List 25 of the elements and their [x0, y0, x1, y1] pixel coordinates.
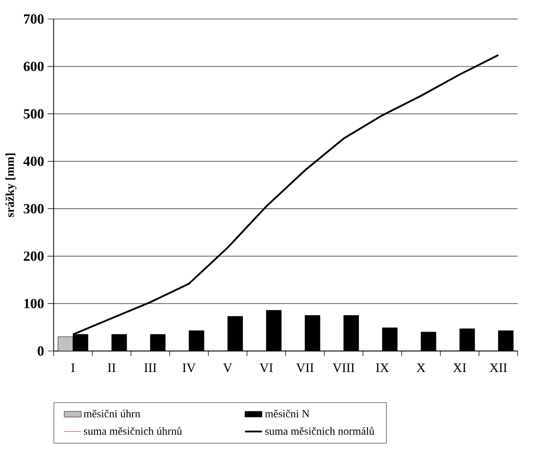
x-tick-label: XII: [490, 364, 507, 372]
y-tick-label: 100: [24, 298, 44, 308]
y-tick-label: 300: [24, 204, 44, 214]
x-tick-label: III: [144, 364, 156, 372]
x-tick-label: I: [71, 364, 75, 372]
y-tick-label: 600: [24, 62, 44, 72]
x-tick-label: XI: [453, 364, 466, 372]
legend-label: měsični úhrn: [84, 410, 140, 418]
x-tick-label: X: [416, 364, 426, 372]
x-tick-label: II: [108, 364, 116, 372]
y-tick-label: 500: [24, 109, 44, 119]
x-tick-label: VIII: [332, 364, 354, 372]
y-tick-label: 200: [24, 251, 44, 261]
x-tick-label: IV: [182, 364, 196, 372]
legend-label: měsični N: [265, 410, 310, 418]
y-tick-label: 700: [24, 14, 44, 24]
x-tick-label: IX: [376, 364, 389, 372]
y-axis-title: srážky [mm]: [5, 154, 16, 218]
x-tick-label: V: [223, 364, 232, 372]
legend-label: suma měsičnich normálů: [265, 426, 374, 435]
x-tick-label: VII: [296, 364, 314, 372]
legend-label: suma měsičnich úhrnů: [84, 426, 182, 435]
y-tick-label: 400: [23, 156, 44, 166]
y-tick-label: 0: [38, 346, 44, 356]
x-tick-label: VI: [260, 364, 273, 372]
